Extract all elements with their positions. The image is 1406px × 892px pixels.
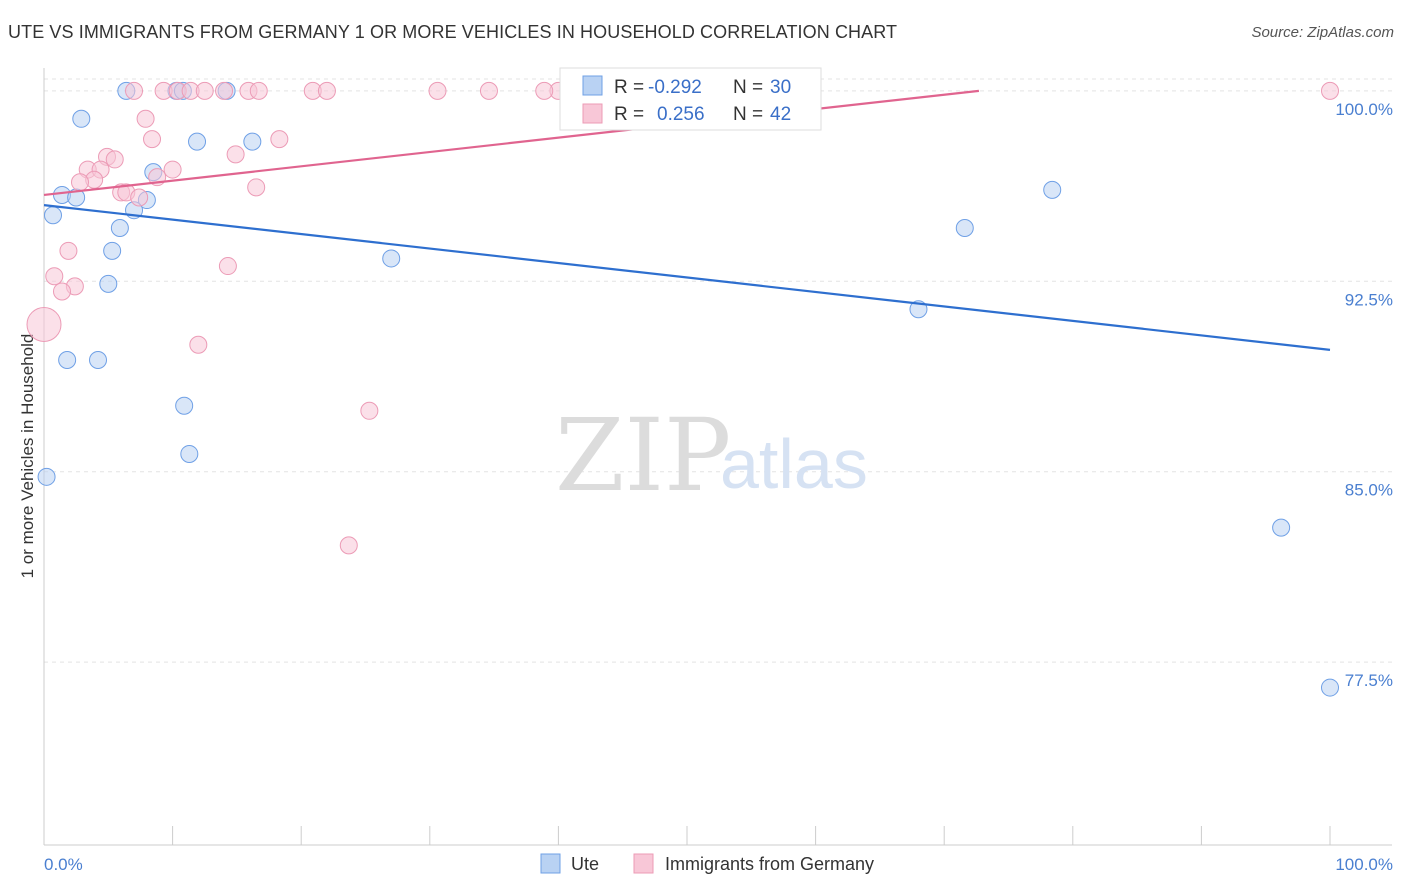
ute-point-26	[955, 218, 974, 237]
ute-point-25	[1043, 180, 1062, 199]
x-tick-label-left: 0.0%	[44, 855, 83, 874]
chart-title: UTE VS IMMIGRANTS FROM GERMANY 1 OR MORE…	[8, 22, 898, 42]
germany-point-27	[247, 178, 266, 197]
germany-point-7	[249, 81, 268, 100]
germany-point-14	[1321, 81, 1339, 100]
stats-box: R = -0.292 N = 30 R = 0.256 N = 42	[559, 67, 822, 131]
watermark-zip: ZIP	[555, 397, 731, 514]
ute-point-8	[188, 132, 207, 151]
germany-point-4	[195, 81, 214, 100]
x-minor-ticks	[43, 826, 1331, 845]
germany-point-41	[535, 81, 554, 100]
germany-point-35	[53, 282, 72, 301]
stats-n-label-germany: N =	[733, 104, 763, 125]
ute-point-24	[37, 467, 56, 486]
germany-point-16	[143, 130, 162, 149]
legend-label-ute[interactable]: Ute	[571, 854, 599, 874]
germany-point-31	[59, 241, 78, 260]
ute-point-19	[99, 274, 118, 293]
stats-swatch-ute	[582, 75, 603, 96]
y-tick-label-1: 92.5%	[1345, 290, 1393, 309]
germany-trend-line	[43, 89, 980, 197]
trend-layer	[43, 89, 1331, 351]
watermark: ZIP atlas	[555, 397, 868, 514]
y-tick-label-2: 85.0%	[1345, 481, 1393, 500]
germany-point-30	[130, 188, 149, 207]
legend-label-germany[interactable]: Immigrants from Germany	[665, 854, 874, 874]
germany-point-26	[71, 173, 90, 192]
germany-point-36	[26, 306, 62, 342]
stats-r-label-ute: R =	[614, 77, 644, 98]
gridlines	[44, 78, 1392, 663]
ute-trend-line	[43, 204, 1331, 351]
y-tick-labels: 100.0% 92.5% 85.0% 77.5%	[1335, 100, 1393, 690]
germany-point-33	[45, 267, 64, 286]
germany-point-20	[105, 150, 124, 169]
germany-point-10	[428, 81, 447, 100]
stats-r-value-germany: 0.256	[657, 104, 705, 125]
ute-point-9	[243, 132, 262, 151]
germany-point-32	[218, 257, 237, 276]
germany-point-38	[360, 401, 379, 420]
stats-r-value-ute: -0.292	[648, 77, 702, 98]
watermark-atlas: atlas	[720, 425, 868, 503]
ute-point-28	[1272, 518, 1291, 537]
germany-point-15	[136, 109, 155, 128]
germany-point-11	[479, 81, 498, 100]
stats-box-frame	[559, 67, 822, 131]
germany-point-23	[163, 160, 182, 179]
germany-point-18	[226, 145, 245, 164]
germany-point-39	[339, 536, 358, 555]
ute-point-15	[44, 206, 63, 225]
y-tick-label-0: 100.0%	[1335, 100, 1393, 119]
stats-swatch-germany	[582, 103, 603, 124]
ute-point-17	[103, 241, 122, 260]
legend-swatch-ute[interactable]	[540, 853, 561, 874]
stats-n-value-germany: 42	[770, 104, 791, 125]
germany-point-0	[125, 81, 144, 100]
ute-point-23	[180, 444, 199, 463]
germany-point-37	[189, 335, 208, 354]
germany-point-17	[270, 130, 289, 149]
y-tick-label-3: 77.5%	[1345, 671, 1393, 690]
ute-point-22	[175, 396, 194, 415]
chart-source: Source: ZipAtlas.com	[1251, 24, 1394, 41]
ute-point-20	[58, 351, 77, 370]
ute-point-21	[89, 351, 108, 370]
axes	[43, 68, 1392, 846]
ute-point-29	[1321, 678, 1339, 697]
ute-point-7	[72, 109, 91, 128]
stats-r-label-germany: R =	[614, 104, 644, 125]
ute-point-18	[382, 249, 401, 268]
germany-point-5	[215, 81, 234, 100]
legend-swatch-germany[interactable]	[633, 853, 654, 874]
ute-point-16	[110, 218, 129, 237]
x-tick-label-right: 100.0%	[1335, 855, 1393, 874]
stats-n-value-ute: 30	[770, 77, 791, 98]
germany-point-9	[317, 81, 336, 100]
legend: Ute Immigrants from Germany	[540, 853, 874, 874]
stats-n-label-ute: N =	[733, 77, 763, 98]
